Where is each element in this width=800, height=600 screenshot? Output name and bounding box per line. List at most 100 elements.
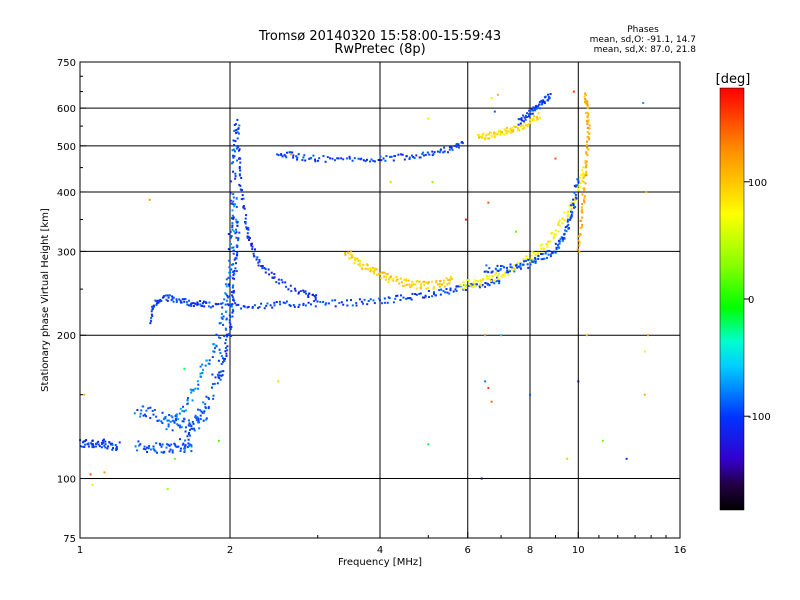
data-point: [532, 118, 535, 121]
data-point: [577, 187, 580, 190]
data-point: [497, 93, 499, 96]
x-tick-label: 10: [572, 545, 585, 556]
data-point: [239, 184, 242, 187]
data-point: [460, 286, 463, 289]
data-point: [380, 159, 383, 162]
data-point: [152, 445, 155, 448]
data-point: [225, 355, 228, 357]
data-point: [187, 419, 190, 422]
data-point: [519, 266, 522, 269]
data-point: [534, 254, 537, 257]
data-point: [188, 431, 191, 434]
data-point: [351, 256, 354, 259]
data-point: [581, 203, 584, 206]
data-point: [171, 416, 174, 419]
data-point: [258, 258, 261, 261]
data-point: [503, 133, 506, 136]
data-point: [230, 268, 233, 271]
data-point: [154, 450, 157, 453]
x-tick-label: 2: [227, 545, 233, 556]
data-point: [586, 154, 589, 157]
data-point: [359, 259, 361, 262]
data-point: [439, 149, 442, 152]
data-point: [199, 303, 202, 306]
data-point: [496, 133, 499, 136]
data-point: [202, 368, 204, 371]
data-point: [232, 193, 235, 196]
data-point: [231, 224, 234, 227]
data-point: [416, 280, 419, 282]
data-point: [519, 125, 522, 128]
data-point: [167, 425, 170, 428]
data-point: [175, 415, 178, 418]
data-point: [508, 269, 510, 271]
data-point: [388, 297, 391, 300]
data-point: [522, 114, 525, 117]
data-point: [230, 180, 233, 183]
data-point: [555, 246, 558, 249]
data-point: [229, 305, 232, 308]
data-point: [223, 359, 226, 362]
data-point: [469, 284, 472, 287]
data-point: [245, 227, 248, 230]
data-point: [585, 334, 588, 337]
data-point: [244, 217, 247, 220]
data-point: [145, 409, 148, 412]
data-point: [375, 268, 378, 271]
data-point: [487, 201, 490, 204]
data-point: [298, 303, 301, 306]
data-point: [168, 444, 171, 447]
data-point: [238, 132, 240, 135]
data-point: [149, 322, 152, 325]
data-point: [236, 220, 239, 223]
data-point: [297, 153, 300, 156]
data-point: [539, 116, 542, 119]
data-point: [573, 191, 576, 194]
data-point: [186, 435, 189, 438]
data-point: [531, 250, 534, 253]
data-point: [580, 226, 583, 229]
data-point: [251, 242, 253, 245]
data-point: [192, 422, 195, 425]
data-point: [234, 203, 236, 206]
data-point: [272, 277, 275, 279]
data-point: [316, 300, 319, 303]
data-point: [506, 269, 509, 272]
data-point: [181, 409, 184, 412]
data-point: [587, 119, 590, 122]
data-point: [498, 278, 501, 281]
data-point: [584, 160, 587, 162]
data-point: [582, 175, 585, 178]
data-point: [173, 457, 176, 460]
data-point: [192, 305, 195, 307]
data-point: [549, 240, 552, 243]
data-point: [246, 306, 249, 309]
data-point: [292, 156, 295, 159]
data-point: [471, 285, 474, 288]
data-point: [463, 287, 465, 290]
data-point: [501, 131, 503, 133]
x-tick-label: 16: [674, 545, 687, 556]
data-point: [81, 445, 84, 448]
data-point: [344, 253, 347, 256]
data-point: [91, 439, 94, 442]
data-point: [238, 166, 241, 168]
data-point: [255, 258, 258, 261]
data-point: [486, 137, 489, 140]
data-point: [235, 236, 238, 239]
data-point: [307, 296, 310, 298]
data-point: [158, 442, 161, 445]
data-point: [115, 449, 118, 451]
data-point: [302, 156, 305, 159]
data-point: [584, 182, 587, 185]
data-point: [361, 268, 364, 271]
data-point: [231, 217, 233, 220]
data-point: [83, 393, 86, 396]
data-point: [250, 244, 253, 247]
data-point: [468, 279, 470, 281]
data-point: [302, 289, 305, 292]
data-point: [533, 260, 536, 263]
data-point: [561, 239, 564, 242]
data-point: [501, 265, 504, 267]
data-point: [140, 409, 143, 412]
